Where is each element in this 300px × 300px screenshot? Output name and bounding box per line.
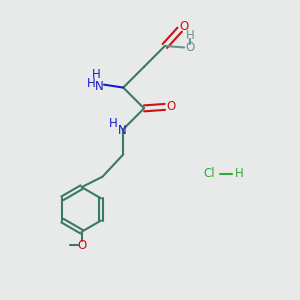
Text: H: H [186, 29, 194, 42]
Text: H: H [87, 77, 96, 90]
Text: Cl: Cl [204, 167, 215, 180]
Text: O: O [167, 100, 176, 113]
Text: O: O [180, 20, 189, 33]
Text: H: H [235, 167, 244, 180]
Text: O: O [185, 41, 195, 54]
Text: N: N [95, 80, 104, 93]
Text: H: H [92, 68, 101, 81]
Text: H: H [109, 117, 117, 130]
Text: N: N [117, 124, 126, 137]
Text: O: O [77, 238, 86, 252]
